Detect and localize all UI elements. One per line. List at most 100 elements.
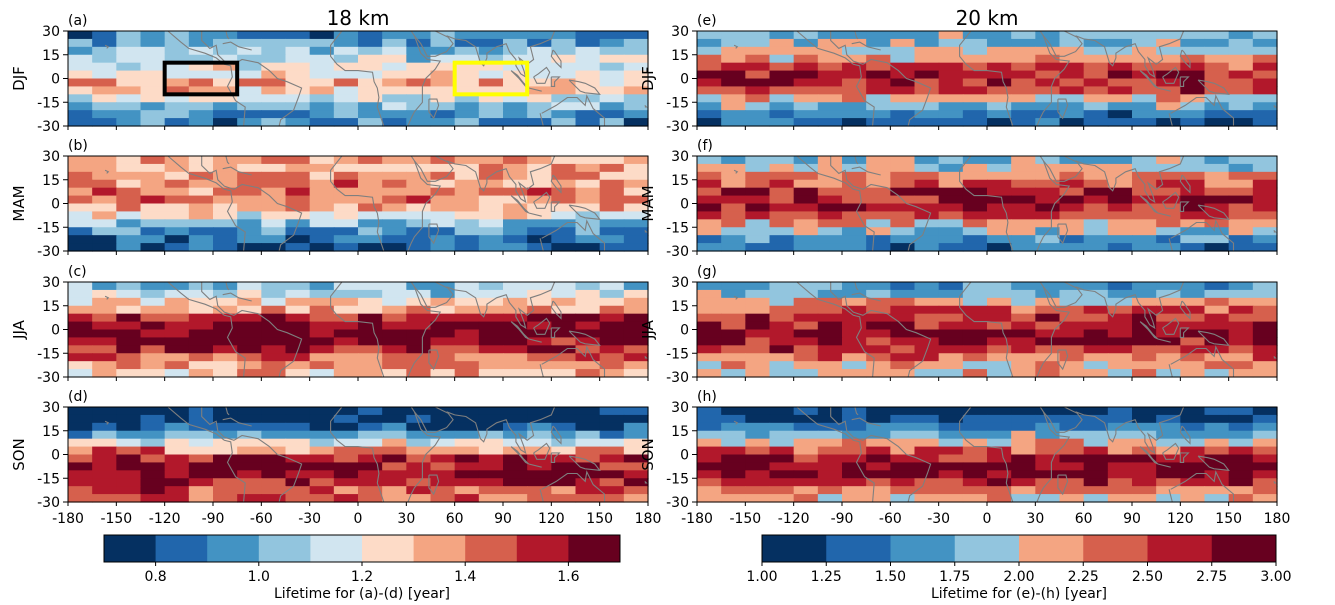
heatmap-cell bbox=[745, 282, 771, 291]
heatmap-cell bbox=[793, 62, 819, 72]
heatmap-cell bbox=[237, 163, 262, 173]
heatmap-cell bbox=[962, 203, 988, 213]
coastline bbox=[446, 406, 556, 455]
heatmap-cell bbox=[721, 94, 746, 103]
heatmap-cell bbox=[478, 54, 504, 64]
heatmap-cell bbox=[333, 361, 359, 370]
heatmap-cell bbox=[551, 282, 577, 291]
heatmap-cell bbox=[382, 243, 407, 252]
heatmap-cell bbox=[697, 195, 722, 205]
heatmap-cell bbox=[68, 329, 93, 339]
heatmap-cell bbox=[164, 438, 190, 448]
heatmap-cell bbox=[866, 414, 891, 424]
heatmap-cell bbox=[454, 54, 480, 64]
heatmap-cell bbox=[987, 353, 1012, 362]
heatmap-cell bbox=[551, 78, 577, 88]
heatmap-cell bbox=[1204, 46, 1230, 56]
heatmap-cell bbox=[503, 31, 528, 40]
heatmap-cell bbox=[116, 305, 142, 315]
heatmap-cell bbox=[1107, 211, 1133, 220]
heatmap-cell bbox=[1059, 46, 1085, 56]
heatmap-cell bbox=[1083, 171, 1109, 181]
heatmap-cell bbox=[817, 297, 843, 307]
heatmap-cell bbox=[842, 282, 867, 291]
heatmap-cell bbox=[382, 54, 407, 64]
heatmap-cell bbox=[793, 110, 819, 119]
heatmap-cell bbox=[914, 289, 940, 299]
heatmap-cell bbox=[1059, 462, 1085, 471]
heatmap-cell bbox=[140, 289, 166, 299]
heatmap-cell bbox=[914, 282, 940, 291]
y-tick-label: 30 bbox=[42, 400, 60, 416]
heatmap-cell bbox=[793, 118, 819, 127]
heatmap-cell bbox=[285, 438, 311, 448]
heatmap-cell bbox=[623, 179, 649, 189]
heatmap-cell bbox=[1107, 353, 1133, 362]
heatmap-cell bbox=[478, 297, 504, 307]
heatmap-cell bbox=[430, 62, 456, 72]
heatmap-cell bbox=[575, 305, 601, 315]
heatmap-cell bbox=[333, 86, 359, 95]
heatmap-cell bbox=[1083, 430, 1109, 440]
heatmap-cell bbox=[285, 446, 311, 456]
heatmap-cell bbox=[575, 329, 601, 339]
heatmap-cell bbox=[1035, 345, 1061, 354]
heatmap-cell bbox=[551, 345, 577, 354]
heatmap-cell bbox=[817, 438, 843, 448]
heatmap-cell bbox=[817, 94, 843, 103]
heatmap-cell bbox=[697, 478, 722, 487]
colorbar-tick-label: 1.25 bbox=[811, 569, 842, 585]
heatmap-cell bbox=[237, 369, 262, 378]
heatmap-cell bbox=[551, 369, 577, 378]
heatmap-cell bbox=[890, 289, 916, 299]
heatmap-cell bbox=[866, 86, 891, 95]
heatmap-cell bbox=[866, 78, 891, 88]
coastline bbox=[1179, 201, 1190, 212]
heatmap-cell bbox=[358, 329, 383, 339]
heatmap-cell bbox=[1011, 321, 1036, 331]
heatmap-cell bbox=[842, 422, 867, 432]
heatmap-cell bbox=[430, 329, 456, 339]
heatmap-cell bbox=[987, 187, 1012, 197]
heatmap-cell bbox=[430, 494, 456, 503]
heatmap-cell bbox=[938, 94, 964, 103]
heatmap-cell bbox=[358, 353, 383, 362]
heatmap-cell bbox=[188, 486, 214, 495]
heatmap-cell bbox=[503, 414, 528, 424]
heatmap-cell bbox=[938, 78, 964, 88]
heatmap-cell bbox=[599, 31, 625, 40]
colorbar-segment bbox=[1147, 535, 1213, 562]
coastline bbox=[644, 105, 648, 108]
heatmap-cell bbox=[213, 430, 238, 440]
heatmap-cell bbox=[454, 313, 480, 323]
heatmap-cell bbox=[1035, 438, 1061, 448]
heatmap-cell bbox=[1180, 46, 1206, 56]
heatmap-cell bbox=[1252, 70, 1278, 80]
heatmap-cell bbox=[1132, 219, 1157, 228]
heatmap-cell bbox=[430, 470, 456, 479]
x-tick-label: 120 bbox=[1167, 511, 1194, 527]
heatmap-cell bbox=[358, 243, 383, 252]
heatmap-cell bbox=[454, 361, 480, 370]
heatmap-cell bbox=[527, 243, 552, 252]
heatmap-cell bbox=[769, 46, 795, 56]
heatmap-cell bbox=[551, 211, 577, 220]
heatmap-cell bbox=[1035, 78, 1061, 88]
heatmap-cell bbox=[962, 171, 988, 181]
heatmap-cell bbox=[237, 110, 262, 119]
heatmap-cell bbox=[140, 94, 166, 103]
heatmap-cell bbox=[1228, 62, 1254, 72]
heatmap-cell bbox=[551, 94, 577, 103]
heatmap-cell bbox=[866, 313, 891, 323]
heatmap-cell bbox=[1252, 486, 1278, 495]
heatmap-cell bbox=[237, 345, 262, 354]
heatmap-cell bbox=[140, 454, 166, 464]
season-label: JJA bbox=[10, 319, 28, 340]
heatmap-cell bbox=[866, 94, 891, 103]
coastline bbox=[330, 281, 385, 378]
heatmap-cell bbox=[1011, 219, 1036, 228]
heatmap-cell bbox=[793, 235, 819, 244]
heatmap-cell bbox=[817, 179, 843, 189]
heatmap-cell bbox=[938, 54, 964, 64]
heatmap-cell bbox=[92, 353, 117, 362]
